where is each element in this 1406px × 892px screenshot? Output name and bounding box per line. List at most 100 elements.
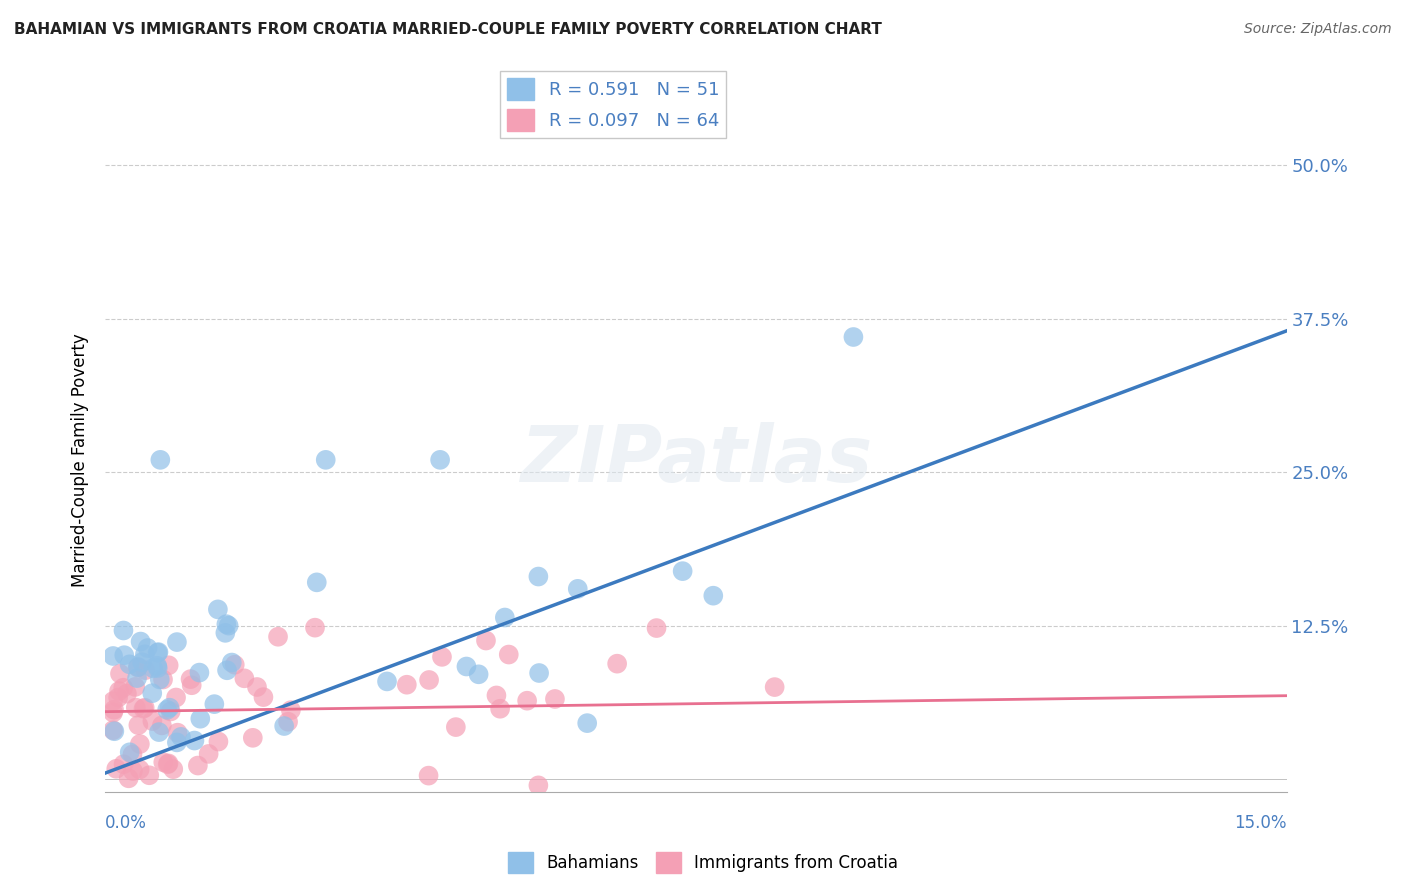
Point <box>267 630 290 644</box>
Point <box>149 453 172 467</box>
Point <box>108 666 131 681</box>
Point <box>527 778 550 792</box>
Point <box>128 763 150 777</box>
Point <box>280 703 302 717</box>
Point <box>112 648 135 663</box>
Point <box>156 703 179 717</box>
Point <box>128 737 150 751</box>
Point <box>246 680 269 694</box>
Point <box>233 671 256 685</box>
Point <box>763 680 786 694</box>
Legend: Bahamians, Immigrants from Croatia: Bahamians, Immigrants from Croatia <box>502 846 904 880</box>
Text: Source: ZipAtlas.com: Source: ZipAtlas.com <box>1244 22 1392 37</box>
Point <box>127 718 149 732</box>
Point <box>146 661 169 675</box>
Point <box>166 725 188 739</box>
Point <box>112 624 135 638</box>
Point <box>112 681 135 695</box>
Point <box>188 665 211 680</box>
Text: ZIPatlas: ZIPatlas <box>520 422 872 498</box>
Point <box>124 680 146 694</box>
Point <box>103 703 125 717</box>
Point <box>141 686 163 700</box>
Point <box>702 589 724 603</box>
Point <box>152 673 174 687</box>
Point <box>277 714 299 729</box>
Point <box>127 660 149 674</box>
Point <box>138 768 160 782</box>
Point <box>214 625 236 640</box>
Point <box>127 660 149 674</box>
Point <box>101 694 124 708</box>
Point <box>567 582 589 596</box>
Point <box>315 453 337 467</box>
Point <box>527 569 550 583</box>
Point <box>218 618 240 632</box>
Point <box>418 673 440 687</box>
Point <box>112 757 135 772</box>
Point <box>606 657 628 671</box>
Point <box>131 655 153 669</box>
Point <box>252 690 274 705</box>
Point <box>146 658 169 673</box>
Point <box>115 687 138 701</box>
Point <box>516 694 538 708</box>
Point <box>152 756 174 770</box>
Point <box>134 663 156 677</box>
Point <box>129 634 152 648</box>
Point <box>197 747 219 761</box>
Point <box>215 617 238 632</box>
Point <box>498 648 520 662</box>
Point <box>544 692 567 706</box>
Point <box>183 733 205 747</box>
Point <box>180 672 202 686</box>
Point <box>101 723 124 738</box>
Point <box>456 659 478 673</box>
Point <box>101 706 124 720</box>
Point <box>375 674 398 689</box>
Point <box>180 678 202 692</box>
Point <box>485 689 508 703</box>
Point <box>156 757 179 772</box>
Point <box>107 690 129 705</box>
Point <box>645 621 668 635</box>
Point <box>494 610 516 624</box>
Point <box>125 700 148 714</box>
Point <box>150 718 173 732</box>
Point <box>118 745 141 759</box>
Point <box>148 725 170 739</box>
Point <box>132 702 155 716</box>
Point <box>207 602 229 616</box>
Point <box>527 665 550 680</box>
Point <box>273 719 295 733</box>
Point <box>221 656 243 670</box>
Point <box>430 649 453 664</box>
Point <box>475 633 498 648</box>
Point <box>162 762 184 776</box>
Point <box>165 690 187 705</box>
Point <box>108 684 131 698</box>
Point <box>188 712 211 726</box>
Point <box>170 730 193 744</box>
Point <box>429 453 451 467</box>
Point <box>118 657 141 672</box>
Point <box>395 678 418 692</box>
Text: 15.0%: 15.0% <box>1234 814 1286 831</box>
Point <box>146 646 169 660</box>
Point <box>187 758 209 772</box>
Point <box>467 667 489 681</box>
Point <box>672 564 695 578</box>
Point <box>134 700 156 714</box>
Point <box>444 720 467 734</box>
Point <box>142 661 165 675</box>
Point <box>305 575 328 590</box>
Point <box>207 734 229 748</box>
Point <box>105 762 128 776</box>
Point <box>141 714 163 728</box>
Point <box>166 735 188 749</box>
Point <box>166 635 188 649</box>
Text: 0.0%: 0.0% <box>105 814 148 831</box>
Point <box>418 769 440 783</box>
Point <box>157 658 180 673</box>
Legend: R = 0.591   N = 51, R = 0.097   N = 64: R = 0.591 N = 51, R = 0.097 N = 64 <box>501 70 727 138</box>
